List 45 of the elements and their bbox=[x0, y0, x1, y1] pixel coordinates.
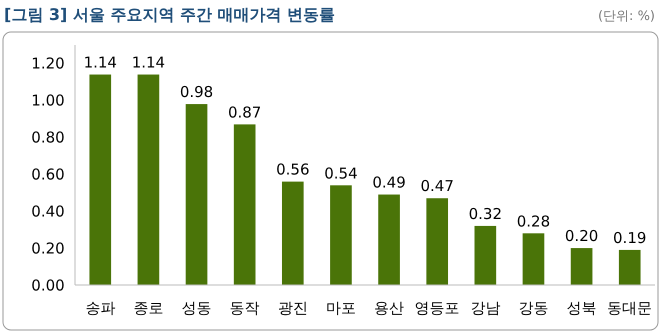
bar bbox=[89, 74, 112, 285]
data-label: 0.47 bbox=[420, 177, 454, 196]
bar bbox=[522, 233, 544, 285]
bar bbox=[234, 124, 256, 285]
chart-title: [그림 3] 서울 주요지역 주간 매매가격 변동률 bbox=[4, 5, 336, 24]
x-tick-label: 영등포 bbox=[414, 299, 460, 317]
x-tick-label: 동작 bbox=[230, 299, 260, 317]
data-label: 0.54 bbox=[324, 164, 358, 182]
data-label: 0.32 bbox=[468, 204, 502, 223]
data-label: 0.49 bbox=[372, 174, 406, 192]
data-label: 0.98 bbox=[180, 83, 214, 102]
data-label: 1.14 bbox=[84, 54, 117, 72]
x-tick-label: 강동 bbox=[518, 299, 548, 317]
x-tick-label: 강남 bbox=[470, 299, 500, 317]
data-label: 0.28 bbox=[516, 212, 550, 230]
bar bbox=[426, 198, 448, 285]
data-label: 0.87 bbox=[228, 103, 262, 122]
bar bbox=[378, 194, 400, 285]
y-tick-label: 0.80 bbox=[31, 128, 65, 147]
y-tick-label: 1.00 bbox=[31, 92, 65, 110]
y-tick-label: 0.20 bbox=[31, 239, 65, 258]
x-tick-label: 성동 bbox=[182, 299, 212, 317]
x-tick-label: 광진 bbox=[278, 299, 308, 317]
x-tick-label: 송파 bbox=[85, 299, 116, 317]
data-label: 1.14 bbox=[132, 54, 166, 72]
bar bbox=[474, 226, 496, 285]
text: (단위: %) bbox=[598, 9, 655, 24]
data-label: 0.20 bbox=[564, 227, 598, 246]
y-tick-label: 0.40 bbox=[31, 202, 65, 220]
bar bbox=[186, 104, 208, 285]
x-tick-label: 마포 bbox=[326, 299, 356, 317]
bar bbox=[330, 185, 352, 285]
y-tick-label: 0.00 bbox=[31, 276, 65, 294]
y-tick-label: 1.20 bbox=[31, 54, 65, 73]
data-label: 0.56 bbox=[276, 160, 310, 179]
bar bbox=[138, 74, 160, 285]
x-tick-label: 용산 bbox=[374, 299, 404, 317]
bar bbox=[570, 248, 592, 285]
x-tick-label: 성북 bbox=[566, 299, 597, 317]
y-tick-label: 0.60 bbox=[31, 165, 65, 184]
data-label: 0.19 bbox=[613, 228, 646, 247]
bar bbox=[282, 182, 304, 285]
x-tick-label: 동대문 bbox=[607, 299, 652, 317]
bar bbox=[618, 250, 641, 285]
x-tick-label: 종로 bbox=[133, 299, 164, 317]
